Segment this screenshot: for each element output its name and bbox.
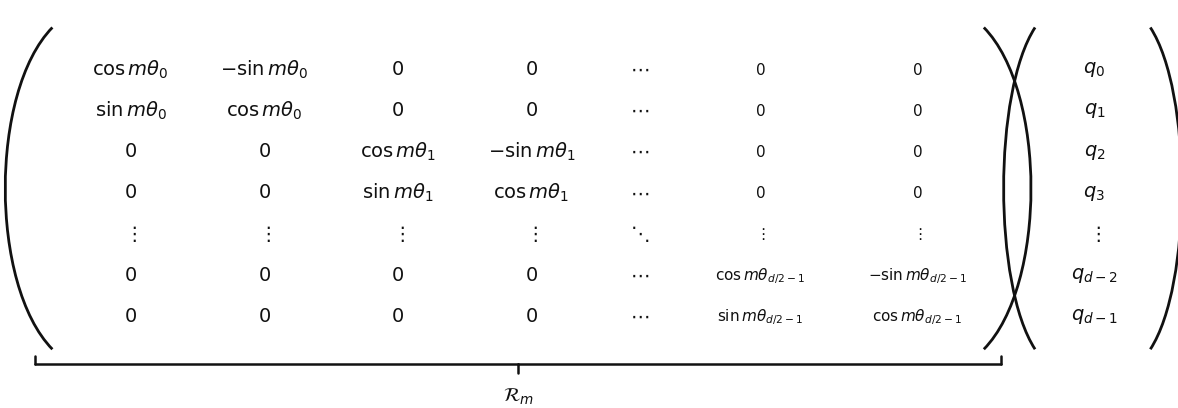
Text: $\cdots$: $\cdots$ <box>630 102 650 120</box>
Text: $\cos m\theta_0$: $\cos m\theta_0$ <box>226 100 303 122</box>
Text: $0$: $0$ <box>755 144 766 160</box>
Text: $0$: $0$ <box>755 103 766 119</box>
Text: $0$: $0$ <box>391 102 404 120</box>
Text: $\cdots$: $\cdots$ <box>630 267 650 285</box>
Text: $0$: $0$ <box>125 184 138 202</box>
Text: $\vdots$: $\vdots$ <box>755 226 766 242</box>
Text: $\cos m\theta_{d/2-1}$: $\cos m\theta_{d/2-1}$ <box>872 307 962 327</box>
Text: $0$: $0$ <box>755 62 766 78</box>
Text: $\sin m\theta_0$: $\sin m\theta_0$ <box>95 100 167 122</box>
Text: $0$: $0$ <box>525 267 538 285</box>
Text: $\sin m\theta_1$: $\sin m\theta_1$ <box>363 182 434 204</box>
Text: $0$: $0$ <box>125 143 138 161</box>
Text: $\cos m\theta_1$: $\cos m\theta_1$ <box>359 141 436 163</box>
Text: $\cdots$: $\cdots$ <box>630 184 650 202</box>
Text: $0$: $0$ <box>258 143 271 161</box>
Text: $\vdots$: $\vdots$ <box>391 224 404 244</box>
Text: $\cos m\theta_{d/2-1}$: $\cos m\theta_{d/2-1}$ <box>715 266 806 286</box>
Text: $-\sin m\theta_0$: $-\sin m\theta_0$ <box>220 58 309 81</box>
Text: $-\sin m\theta_{d/2-1}$: $-\sin m\theta_{d/2-1}$ <box>868 266 966 286</box>
Text: $\cdots$: $\cdots$ <box>630 308 650 326</box>
Text: $\vdots$: $\vdots$ <box>258 224 271 244</box>
Text: $q_{d-2}$: $q_{d-2}$ <box>1071 266 1118 285</box>
Text: $\cos m\theta_1$: $\cos m\theta_1$ <box>494 182 570 204</box>
Text: $0$: $0$ <box>258 184 271 202</box>
Text: $\cdots$: $\cdots$ <box>630 143 650 161</box>
Text: $0$: $0$ <box>525 308 538 326</box>
Text: $-\sin m\theta_1$: $-\sin m\theta_1$ <box>488 141 575 163</box>
Text: $0$: $0$ <box>125 267 138 285</box>
Text: $0$: $0$ <box>258 308 271 326</box>
Text: $q_{d-1}$: $q_{d-1}$ <box>1071 307 1118 326</box>
Text: $q_0$: $q_0$ <box>1084 60 1105 79</box>
Text: $0$: $0$ <box>391 308 404 326</box>
Text: $0$: $0$ <box>391 61 404 79</box>
Text: $\sin m\theta_{d/2-1}$: $\sin m\theta_{d/2-1}$ <box>717 307 803 327</box>
Text: $0$: $0$ <box>912 62 922 78</box>
Text: $0$: $0$ <box>525 61 538 79</box>
Text: $\cos m\theta_0$: $\cos m\theta_0$ <box>93 58 170 81</box>
Text: $0$: $0$ <box>525 102 538 120</box>
Text: $0$: $0$ <box>912 185 922 201</box>
Text: $\ddots$: $\ddots$ <box>630 224 650 244</box>
Text: $\vdots$: $\vdots$ <box>912 226 922 242</box>
Text: $0$: $0$ <box>912 144 922 160</box>
Text: $0$: $0$ <box>391 267 404 285</box>
Text: $q_3$: $q_3$ <box>1084 184 1105 203</box>
Text: $\cdots$: $\cdots$ <box>630 61 650 79</box>
Text: $\vdots$: $\vdots$ <box>1088 224 1100 244</box>
Text: $q_2$: $q_2$ <box>1084 142 1105 162</box>
Text: $\vdots$: $\vdots$ <box>525 224 538 244</box>
Text: $0$: $0$ <box>125 308 138 326</box>
Text: $\mathcal{R}_m$: $\mathcal{R}_m$ <box>503 386 534 407</box>
Text: $\vdots$: $\vdots$ <box>125 224 137 244</box>
Text: $0$: $0$ <box>755 185 766 201</box>
Text: $q_1$: $q_1$ <box>1084 101 1105 120</box>
Text: $0$: $0$ <box>258 267 271 285</box>
Text: $0$: $0$ <box>912 103 922 119</box>
